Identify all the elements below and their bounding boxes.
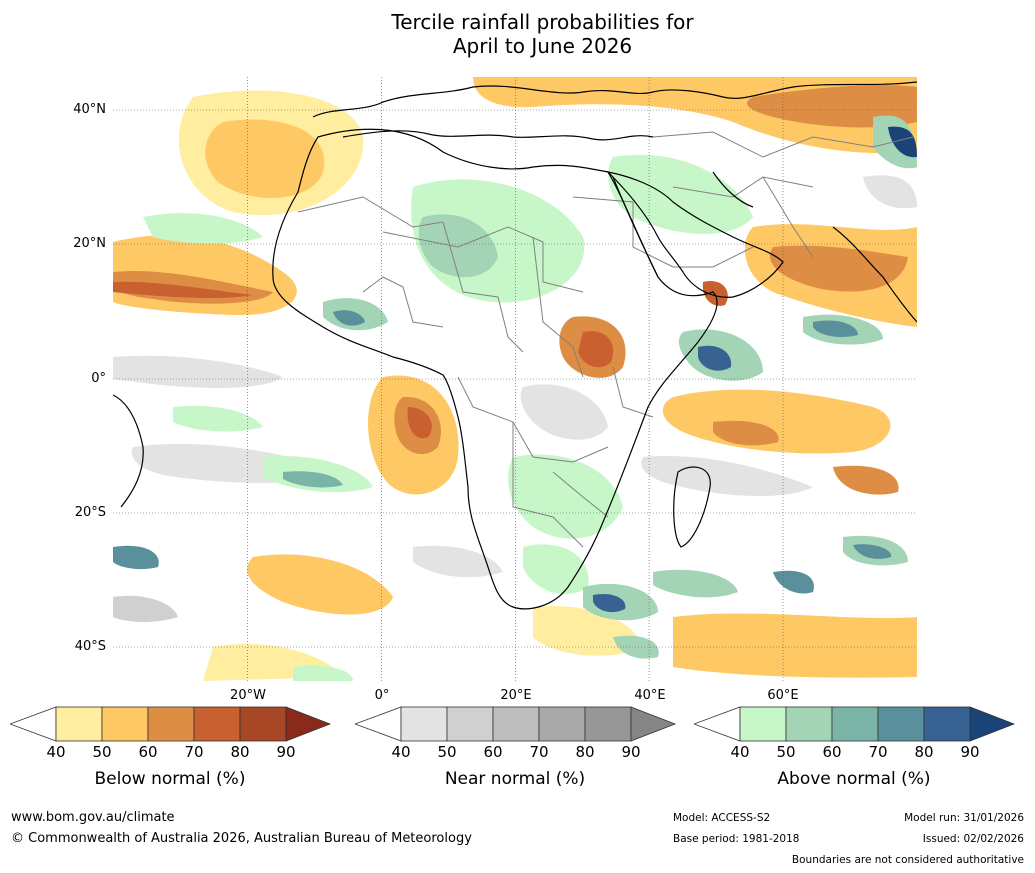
colorbar-above-normal xyxy=(694,706,1016,742)
colorbar-above-band-3 xyxy=(831,706,879,742)
colorbar-near-band-4 xyxy=(538,706,586,742)
tick-below-60: 60 xyxy=(138,743,158,761)
tick-near-90: 90 xyxy=(621,743,641,761)
arabia-coastline xyxy=(606,171,784,298)
footer-model: Model: ACCESS-S2 xyxy=(673,812,771,824)
lon-label-20w: 20°W xyxy=(230,688,266,703)
colorbar-above-band-4 xyxy=(877,706,925,742)
tick-above-80: 80 xyxy=(914,743,934,761)
colorbar-above-band-1 xyxy=(739,706,787,742)
tick-below-70: 70 xyxy=(184,743,204,761)
tick-near-60: 60 xyxy=(483,743,503,761)
legend-below-normal: 40 50 60 70 80 90 Below normal (%) xyxy=(10,705,340,800)
colorbar-near-band-1 xyxy=(400,706,448,742)
footer-model-run: Model run: 31/01/2026 xyxy=(904,812,1024,824)
colorbar-above-band-2 xyxy=(785,706,833,742)
colorbar-near-band-2 xyxy=(446,706,494,742)
europe-coastline xyxy=(312,81,917,118)
footer-copyright: © Commonwealth of Australia 2026, Austra… xyxy=(11,831,472,846)
colorbar-near-normal xyxy=(355,706,677,742)
map-title: Tercile rainfall probabilities for April… xyxy=(0,10,1035,58)
colorbar-below-band-5 xyxy=(239,706,287,742)
colorbar-near-band-3 xyxy=(492,706,540,742)
colorbar-above-lower-arrow xyxy=(694,706,741,742)
tick-above-40: 40 xyxy=(730,743,750,761)
legend-caption-above: Above normal (%) xyxy=(777,769,931,789)
lon-label-0: 0° xyxy=(374,688,390,703)
title-line-1: Tercile rainfall probabilities for xyxy=(391,10,694,34)
lat-label-20s: 20°S xyxy=(74,505,106,520)
footer-issued: Issued: 02/02/2026 xyxy=(922,833,1024,845)
tick-near-40: 40 xyxy=(391,743,411,761)
colorbar-near-upper-arrow xyxy=(630,706,677,742)
tick-above-90: 90 xyxy=(960,743,980,761)
footer-base-period: Base period: 1981-2018 xyxy=(673,833,800,845)
colorbar-below-normal xyxy=(10,706,332,742)
coastlines xyxy=(113,81,917,610)
lat-label-40s: 40°S xyxy=(74,639,106,654)
country-borders xyxy=(297,131,914,548)
rainfall-probability-map xyxy=(113,77,917,681)
tick-below-90: 90 xyxy=(276,743,296,761)
lat-label-20n: 20°N xyxy=(73,236,106,251)
colorbar-below-lower-arrow xyxy=(10,706,57,742)
colorbar-below-band-4 xyxy=(193,706,241,742)
colorbar-below-band-3 xyxy=(147,706,195,742)
colorbar-near-lower-arrow xyxy=(355,706,402,742)
legend-caption-near: Near normal (%) xyxy=(444,769,586,789)
lon-label-60e: 60°E xyxy=(767,688,799,703)
south-america-coastline xyxy=(113,394,144,508)
legend-near-normal: 40 50 60 70 80 90 Near normal (%) xyxy=(355,705,685,800)
lat-label-40n: 40°N xyxy=(73,102,106,117)
madagascar-coastline xyxy=(673,466,711,548)
colorbar-below-upper-arrow xyxy=(285,706,332,742)
tick-below-40: 40 xyxy=(46,743,66,761)
gulf-coastline xyxy=(712,171,754,208)
tick-near-80: 80 xyxy=(575,743,595,761)
above-normal-shading xyxy=(113,115,917,681)
mediterranean-coastline xyxy=(342,130,654,141)
tick-below-80: 80 xyxy=(230,743,250,761)
colorbar-below-band-1 xyxy=(55,706,103,742)
tick-above-60: 60 xyxy=(822,743,842,761)
lat-label-equator: 0° xyxy=(91,371,106,386)
tick-below-50: 50 xyxy=(92,743,112,761)
india-coastline xyxy=(832,226,917,323)
title-line-2: April to June 2026 xyxy=(452,34,633,58)
tick-above-50: 50 xyxy=(776,743,796,761)
lon-label-40e: 40°E xyxy=(634,688,666,703)
footer-website-link[interactable]: www.bom.gov.au/climate xyxy=(11,810,175,825)
legend-above-normal: 40 50 60 70 80 90 Above normal (%) xyxy=(694,705,1024,800)
colorbar-above-upper-arrow xyxy=(969,706,1016,742)
tick-near-70: 70 xyxy=(529,743,549,761)
red-sea-coastline xyxy=(612,176,659,278)
tick-near-50: 50 xyxy=(437,743,457,761)
tick-above-70: 70 xyxy=(868,743,888,761)
below-normal-shading xyxy=(113,77,917,681)
colorbar-above-band-5 xyxy=(923,706,971,742)
lon-label-20e: 20°E xyxy=(500,688,532,703)
colorbar-below-band-2 xyxy=(101,706,149,742)
legend-caption-below: Below normal (%) xyxy=(94,769,246,789)
colorbar-near-band-5 xyxy=(584,706,632,742)
footer-disclaimer: Boundaries are not considered authoritat… xyxy=(791,854,1024,866)
graticule xyxy=(113,77,917,681)
